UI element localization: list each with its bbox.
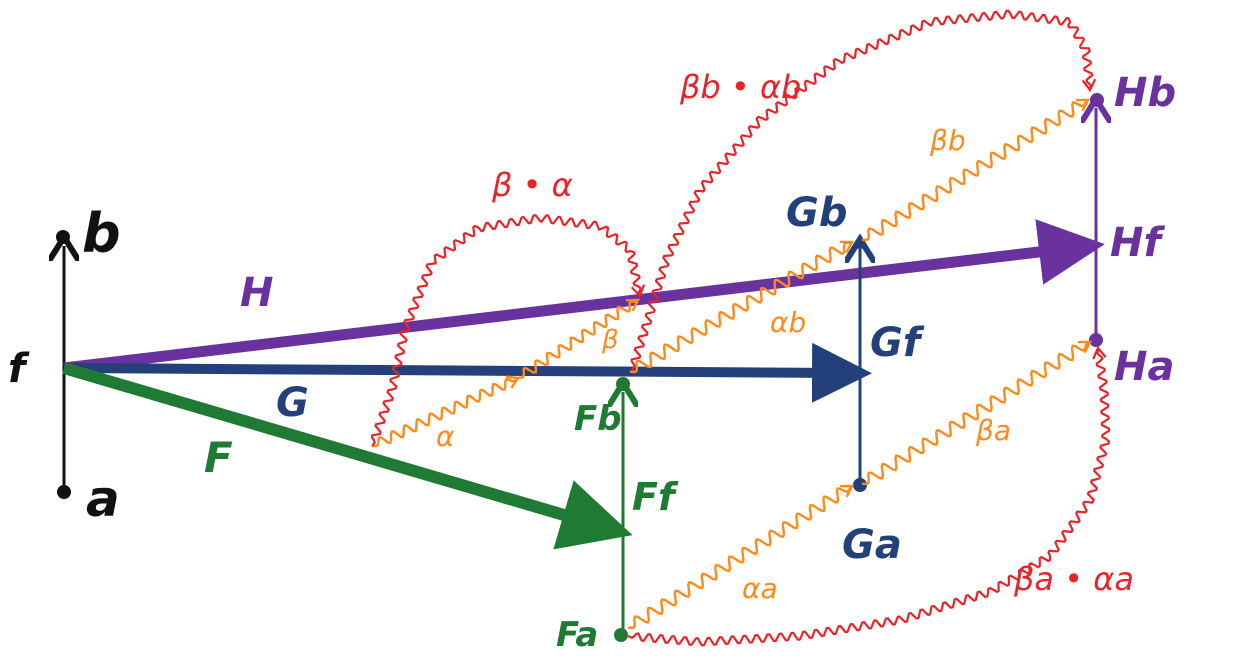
transformation-beta-b xyxy=(861,100,1088,242)
transformation-beta-a xyxy=(861,340,1090,486)
label-functor-G: G xyxy=(276,380,309,426)
composite-beta-a-dot-alpha-a xyxy=(627,349,1111,647)
label-object-a: a xyxy=(86,470,120,528)
label-beta-a-dot-alpha-a: βa • αa xyxy=(1013,560,1134,598)
label-Gb: Gb xyxy=(786,190,847,236)
natural-transformations-orange xyxy=(371,98,1092,630)
transformation-beta xyxy=(517,299,638,380)
transformation-alpha xyxy=(371,377,519,448)
label-beta-dot-alpha: β • α xyxy=(491,166,573,204)
composite-transformations-red xyxy=(371,9,1111,647)
label-functor-F: F xyxy=(204,433,233,482)
composite-beta-a-dot-alpha-a-arrowhead xyxy=(1092,345,1107,360)
object-Hb-dot xyxy=(1090,93,1104,107)
composite-beta-b-dot-alpha-b xyxy=(630,9,1094,371)
functor-G xyxy=(63,342,872,403)
label-Gf: Gf xyxy=(870,320,925,366)
object-Gb-dot xyxy=(855,239,865,249)
transformation-beta-b-arrowhead xyxy=(1075,98,1090,112)
label-alpha-b: αb xyxy=(770,306,806,339)
transformation-alpha-a xyxy=(627,486,852,630)
object-Fa-dot xyxy=(614,628,628,642)
label-Hb: Hb xyxy=(1114,70,1176,116)
label-alpha: α xyxy=(436,420,455,453)
label-beta-b: βb xyxy=(929,124,966,157)
label-Fa: Fa xyxy=(556,615,598,655)
object-Ha-dot xyxy=(1089,333,1103,347)
label-beta-b-dot-alpha-b: βb • αb xyxy=(679,68,801,106)
label-object-b: b xyxy=(82,202,121,265)
transformation-alpha-b-arrowhead xyxy=(839,240,854,254)
transformation-alpha-a-arrowhead xyxy=(839,484,854,498)
label-Hf: Hf xyxy=(1110,220,1165,266)
label-morphism-f: f xyxy=(8,346,30,392)
composite-beta-dot-alpha-arrowhead xyxy=(630,284,646,299)
label-beta-a: βa xyxy=(975,414,1011,447)
label-functor-H: H xyxy=(240,270,273,316)
label-Ff: Ff xyxy=(632,475,679,519)
label-Fb: Fb xyxy=(574,399,622,439)
functor-F xyxy=(62,362,633,550)
object-a-dot xyxy=(57,485,71,499)
object-Fb-dot xyxy=(616,377,630,391)
object-Ga-dot xyxy=(853,478,867,492)
transformation-alpha-b xyxy=(629,241,852,374)
functor-H xyxy=(63,219,1105,374)
composite-beta-b-dot-alpha-b-arrowhead xyxy=(1081,78,1097,93)
label-Ha: Ha xyxy=(1114,344,1174,390)
object-b-dot xyxy=(56,230,70,244)
transformation-beta-arrowhead xyxy=(625,298,640,312)
label-beta: β xyxy=(601,325,619,355)
label-Ga: Ga xyxy=(842,522,902,568)
composite-beta-dot-alpha xyxy=(371,214,642,447)
transformation-beta-a-arrowhead xyxy=(1077,340,1092,354)
label-alpha-a: αa xyxy=(742,572,778,605)
